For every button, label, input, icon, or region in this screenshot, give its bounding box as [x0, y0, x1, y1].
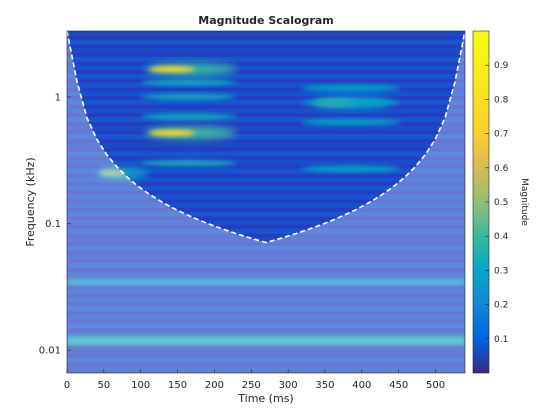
texture-band: [67, 357, 465, 363]
texture-band: [67, 82, 465, 88]
texture-band: [67, 134, 465, 140]
heatmap-image: [67, 31, 465, 373]
y-axis: 0.01 0.1 1: [39, 92, 71, 357]
texture-band: [67, 332, 465, 337]
texture-band: [67, 271, 465, 277]
burst-peak: [99, 170, 125, 177]
colorbar-tick-label: 0.8: [494, 95, 509, 105]
texture-band: [67, 91, 465, 97]
chart-title: Magnitude Scalogram: [198, 14, 333, 27]
texture-band: [67, 228, 465, 234]
colorbar: 0.1 0.2 0.3 0.4 0.5 0.6 0.7 0.8 0.9 Magnitude: [472, 30, 529, 374]
low-frequency-band: [67, 336, 465, 346]
harmonic-ridge: [140, 93, 237, 100]
harmonic-ridge: [140, 160, 237, 167]
y-tick-label: 0.01: [39, 346, 61, 357]
texture-band: [67, 168, 465, 174]
texture-band: [67, 74, 465, 79]
x-tick-label: 450: [389, 380, 408, 391]
texture-band: [67, 246, 465, 251]
texture-band: [67, 142, 465, 148]
colorbar-tick-label: 0.7: [494, 130, 508, 140]
x-tick-label: 500: [426, 380, 445, 391]
texture-band: [67, 366, 465, 372]
texture-band: [67, 211, 465, 217]
x-tick-label: 300: [279, 380, 298, 391]
texture-band: [67, 108, 465, 114]
colorbar-tick-label: 0.9: [494, 61, 509, 71]
texture-band: [67, 220, 465, 226]
burst-peak: [148, 129, 196, 136]
texture-band: [67, 237, 465, 243]
texture-band: [67, 254, 465, 260]
x-tick-label: 250: [242, 380, 261, 391]
mid-frequency-band: [67, 278, 465, 286]
texture-band: [67, 56, 465, 62]
texture-band: [67, 39, 465, 45]
harmonic-ridge: [300, 85, 401, 92]
texture-band: [67, 289, 465, 294]
texture-band: [67, 117, 465, 122]
texture-band: [67, 306, 465, 312]
colorbar-tick-label: 0.4: [494, 232, 509, 242]
colorbar-tick-label: 0.3: [494, 266, 508, 276]
plot-frame: [66, 30, 466, 374]
texture-band: [67, 194, 465, 200]
cone-of-influence-line: [67, 31, 465, 244]
x-axis: 0 50 100 150 200 250 300 350 400 450 500: [64, 369, 445, 391]
texture-band: [67, 99, 465, 105]
texture-band: [67, 185, 465, 191]
burst-peak: [148, 66, 196, 73]
x-tick-label: 100: [131, 380, 150, 391]
y-axis-label: Frequency (kHz): [24, 157, 37, 246]
colorbar-ticks: 0.1 0.2 0.3 0.4 0.5 0.6 0.7 0.8 0.9: [485, 61, 509, 345]
texture-band: [67, 160, 465, 165]
coi-right-shade: [266, 31, 465, 373]
x-tick-label: 400: [352, 380, 371, 391]
texture-band: [67, 314, 465, 320]
texture-band: [67, 203, 465, 208]
x-tick-label: 150: [168, 380, 187, 391]
texture-band: [67, 125, 465, 131]
texture-band: [67, 31, 465, 36]
colorbar-label: Magnitude: [519, 178, 529, 226]
harmonic-ridge: [300, 119, 401, 126]
texture-band: [67, 177, 465, 183]
harmonic-ridge: [300, 99, 401, 106]
texture-band: [67, 48, 465, 54]
colorbar-tick-label: 0.1: [494, 335, 508, 345]
x-tick-label: 200: [205, 380, 224, 391]
x-axis-label: Time (ms): [237, 392, 293, 405]
harmonic-ridge: [140, 113, 237, 120]
texture-band: [67, 65, 465, 71]
texture-band: [67, 263, 465, 269]
texture-band: [67, 297, 465, 303]
x-tick-label: 350: [315, 380, 334, 391]
colorbar-tick-label: 0.5: [494, 198, 508, 208]
harmonic-ridge: [140, 79, 237, 86]
x-tick-label: 0: [64, 380, 70, 391]
x-tick-label: 50: [97, 380, 110, 391]
texture-band: [67, 349, 465, 355]
y-tick-label: 1: [55, 92, 61, 103]
colorbar-tick-label: 0.6: [494, 164, 509, 174]
harmonic-ridge: [300, 165, 401, 172]
y-tick-label: 0.1: [45, 219, 61, 230]
coi-left-shade: [67, 31, 266, 373]
heatmap-energy: [67, 31, 465, 373]
texture-band: [67, 151, 465, 157]
colorbar-tick-label: 0.2: [494, 301, 508, 311]
texture-band: [67, 323, 465, 329]
